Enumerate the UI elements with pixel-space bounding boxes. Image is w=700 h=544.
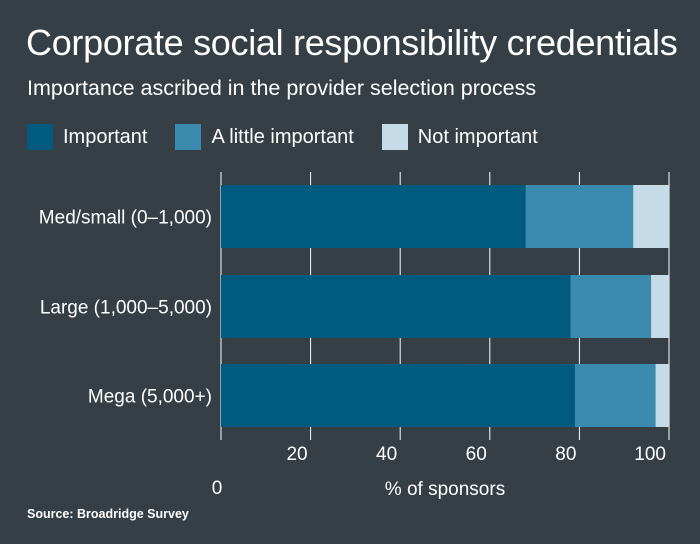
legend: Important A little important Not importa… [27,122,566,152]
category-label-1: Large (1,000–5,000) [40,298,212,319]
legend-item-important: Important [27,124,147,150]
legend-swatch-important [27,124,53,150]
bar-large-1-000-5-000-important [221,275,571,338]
chart-subtitle: Importance ascribed in the provider sele… [27,76,537,100]
legend-label-important: Important [63,125,148,148]
tick-label-80: 80 [555,444,576,465]
bar-med-small-0-1-000-not-important [633,185,669,248]
bar-large-1-000-5-000-a-little-important [570,275,652,338]
bar-med-small-0-1-000-a-little-important [525,185,634,248]
legend-item-not-important: Not important [381,124,538,150]
legend-swatch-not-important [381,124,408,150]
tick-label-60: 60 [466,444,487,465]
source-note: Source: Broadridge Survey [27,507,189,521]
legend-label-a-little-important: A little important [211,125,354,148]
tick-label-20: 20 [286,444,307,465]
tick-label-40: 40 [376,444,397,465]
legend-label-not-important: Not important [417,125,538,148]
chart-title: Corporate social responsibility credenti… [26,22,678,63]
category-label-0: Med/small (0–1,000) [39,208,212,229]
labels: Med/small (0–1,000) Large (1,000–5,000) Me… [39,208,666,501]
bars [221,185,669,427]
tick-label-100: 100 [634,444,666,465]
bar-mega-5-000-important [221,364,575,427]
legend-item-a-little-important: A little important [175,124,354,150]
x-axis-label: % of sponsors [385,479,505,500]
bar-med-small-0-1-000-important [221,185,526,248]
tick-label-0: 0 [212,478,223,499]
category-label-2: Mega (5,000+) [88,387,212,408]
bar-mega-5-000-not-important [655,364,669,427]
bar-large-1-000-5-000-not-important [651,275,669,338]
bar-mega-5-000-a-little-important [574,364,656,427]
legend-swatch-a-little-important [175,124,202,150]
